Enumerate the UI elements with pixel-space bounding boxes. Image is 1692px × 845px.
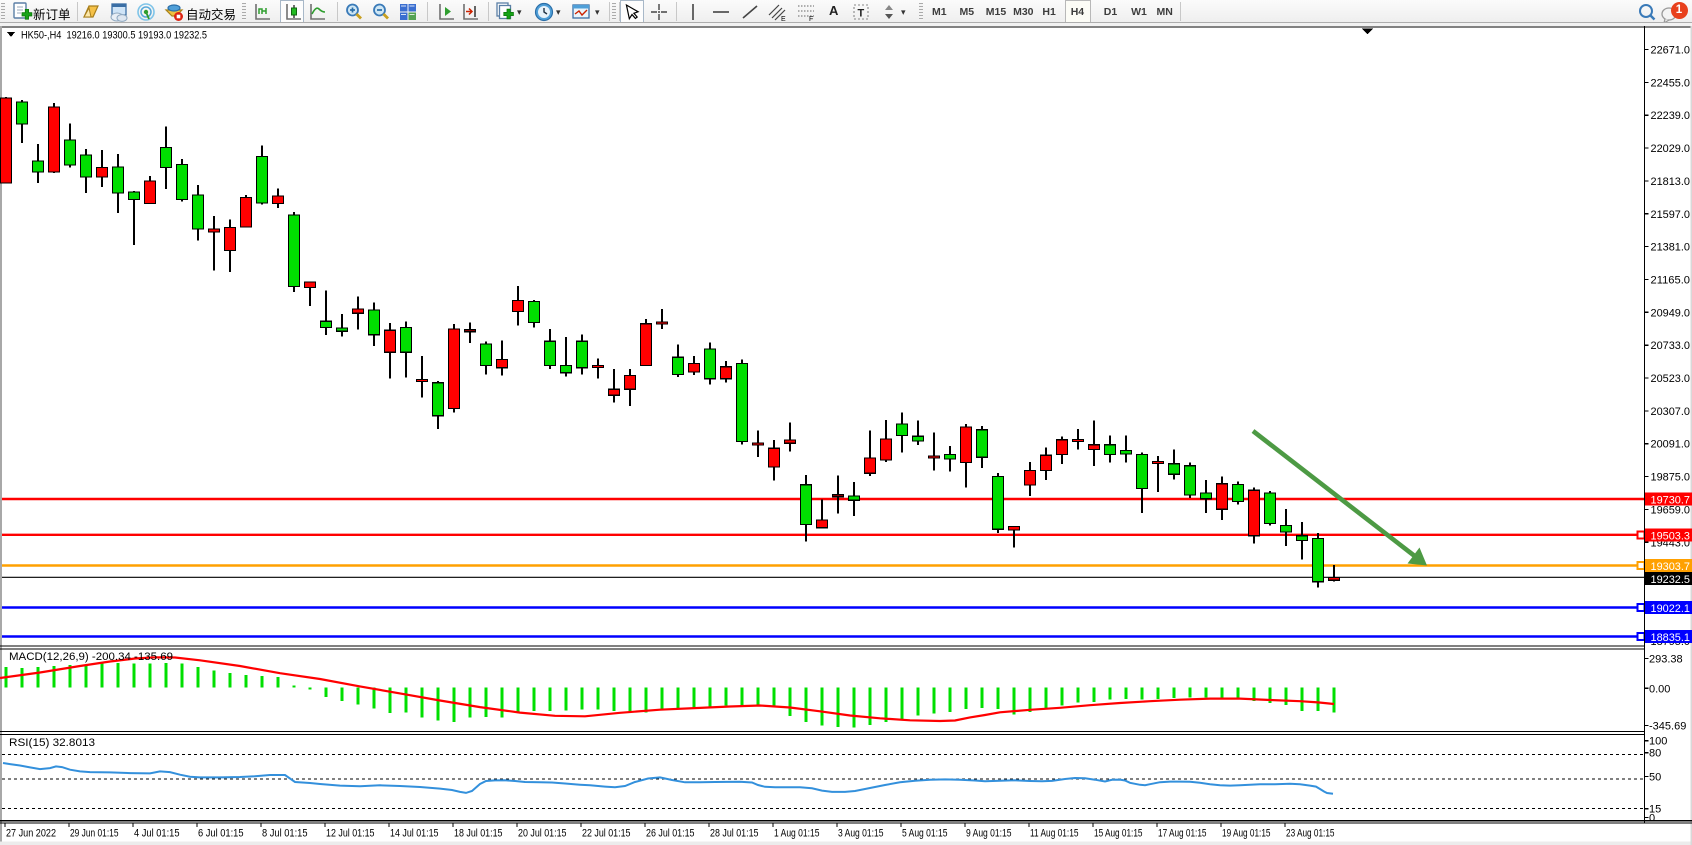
svg-text:20523.0: 20523.0 [1651,373,1691,385]
svg-text:19022.1: 19022.1 [1651,603,1691,615]
svg-text:E: E [781,16,786,22]
svg-text:0: 0 [1649,813,1655,825]
svg-text:RSI(15) 32.8013: RSI(15) 32.8013 [9,737,95,749]
svg-text:19730.7: 19730.7 [1651,495,1691,507]
svg-text:28 Jul 01:15: 28 Jul 01:15 [710,828,759,840]
svg-text:6 Jul 01:15: 6 Jul 01:15 [198,828,244,840]
svg-text:15 Aug 01:15: 15 Aug 01:15 [1094,828,1143,840]
svg-text:80: 80 [1649,748,1661,760]
svg-text:9 Aug 01:15: 9 Aug 01:15 [966,828,1012,840]
svg-text:293.38: 293.38 [1649,654,1683,666]
svg-text:MACD(12,26,9) -200.34 -135.69: MACD(12,26,9) -200.34 -135.69 [9,651,173,663]
svg-text:18835.1: 18835.1 [1651,632,1691,644]
svg-text:20091.0: 20091.0 [1651,439,1691,451]
svg-text:F: F [809,16,813,22]
svg-text:14 Jul 01:15: 14 Jul 01:15 [390,828,439,840]
svg-text:18 Jul 01:15: 18 Jul 01:15 [454,828,503,840]
svg-text:23 Aug 01:15: 23 Aug 01:15 [1286,828,1335,840]
svg-text:20733.0: 20733.0 [1651,340,1691,352]
svg-text:21597.0: 21597.0 [1651,209,1691,221]
svg-text:11 Aug 01:15: 11 Aug 01:15 [1030,828,1079,840]
svg-text:19659.0: 19659.0 [1651,504,1691,516]
svg-text:29 Jun 01:15: 29 Jun 01:15 [70,828,119,840]
svg-text:T: T [858,8,865,20]
svg-text:27 Jun 2022: 27 Jun 2022 [6,828,56,840]
svg-text:3 Aug 01:15: 3 Aug 01:15 [838,828,884,840]
svg-text:26 Jul 01:15: 26 Jul 01:15 [646,828,695,840]
svg-text:19303.7: 19303.7 [1651,561,1691,573]
svg-text:-345.69: -345.69 [1649,721,1686,733]
svg-text:22455.0: 22455.0 [1651,77,1691,89]
svg-text:12 Jul 01:15: 12 Jul 01:15 [326,828,375,840]
svg-text:4 Jul 01:15: 4 Jul 01:15 [134,828,180,840]
svg-text:22671.0: 22671.0 [1651,45,1691,57]
svg-text:100: 100 [1649,736,1667,748]
svg-text:20 Jul 01:15: 20 Jul 01:15 [518,828,567,840]
svg-text:22239.0: 22239.0 [1651,110,1691,122]
svg-text:8 Jul 01:15: 8 Jul 01:15 [262,828,308,840]
svg-text:HK50-,H4 19216.0 19300.5 1919: HK50-,H4 19216.0 19300.5 19193.0 19232.5 [21,30,207,42]
svg-text:22029.0: 22029.0 [1651,143,1691,155]
svg-text:1 Aug 01:15: 1 Aug 01:15 [774,828,820,840]
svg-text:17 Aug 01:15: 17 Aug 01:15 [1158,828,1207,840]
svg-text:21813.0: 21813.0 [1651,176,1691,188]
svg-text:19 Aug 01:15: 19 Aug 01:15 [1222,828,1271,840]
svg-text:50: 50 [1649,772,1661,784]
svg-text:20307.0: 20307.0 [1651,406,1691,418]
svg-text:21165.0: 21165.0 [1651,274,1691,286]
svg-text:22 Jul 01:15: 22 Jul 01:15 [582,828,631,840]
svg-text:19875.0: 19875.0 [1651,472,1691,484]
svg-text:15: 15 [1649,804,1661,816]
svg-text:19503.3: 19503.3 [1651,530,1691,542]
svg-text:21381.0: 21381.0 [1651,242,1691,254]
svg-text:5 Aug 01:15: 5 Aug 01:15 [902,828,948,840]
svg-text:20949.0: 20949.0 [1651,307,1691,319]
svg-text:19232.5: 19232.5 [1651,574,1691,586]
svg-text:0.00: 0.00 [1649,683,1670,695]
